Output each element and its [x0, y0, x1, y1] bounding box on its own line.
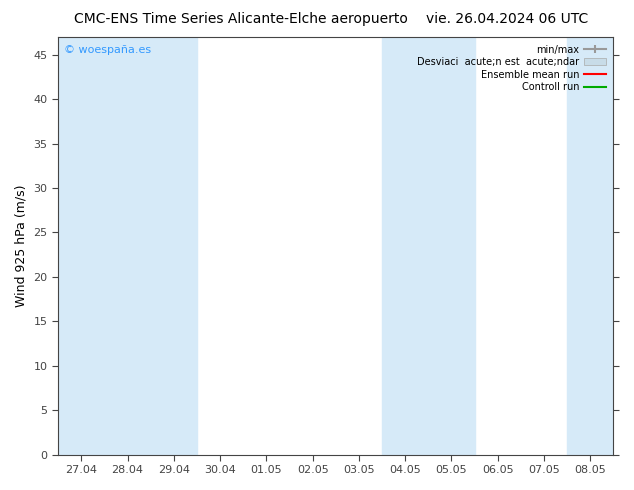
Text: © woespaña.es: © woespaña.es — [63, 46, 151, 55]
Bar — [429, 37, 475, 455]
Bar — [105, 37, 151, 455]
Text: vie. 26.04.2024 06 UTC: vie. 26.04.2024 06 UTC — [426, 12, 588, 26]
Bar — [151, 37, 197, 455]
Bar — [567, 37, 614, 455]
Bar — [58, 37, 105, 455]
Text: CMC-ENS Time Series Alicante-Elche aeropuerto: CMC-ENS Time Series Alicante-Elche aerop… — [74, 12, 408, 26]
Y-axis label: Wind 925 hPa (m/s): Wind 925 hPa (m/s) — [15, 185, 28, 307]
Bar — [382, 37, 429, 455]
Legend: min/max, Desviaci  acute;n est  acute;ndar, Ensemble mean run, Controll run: min/max, Desviaci acute;n est acute;ndar… — [415, 42, 609, 95]
